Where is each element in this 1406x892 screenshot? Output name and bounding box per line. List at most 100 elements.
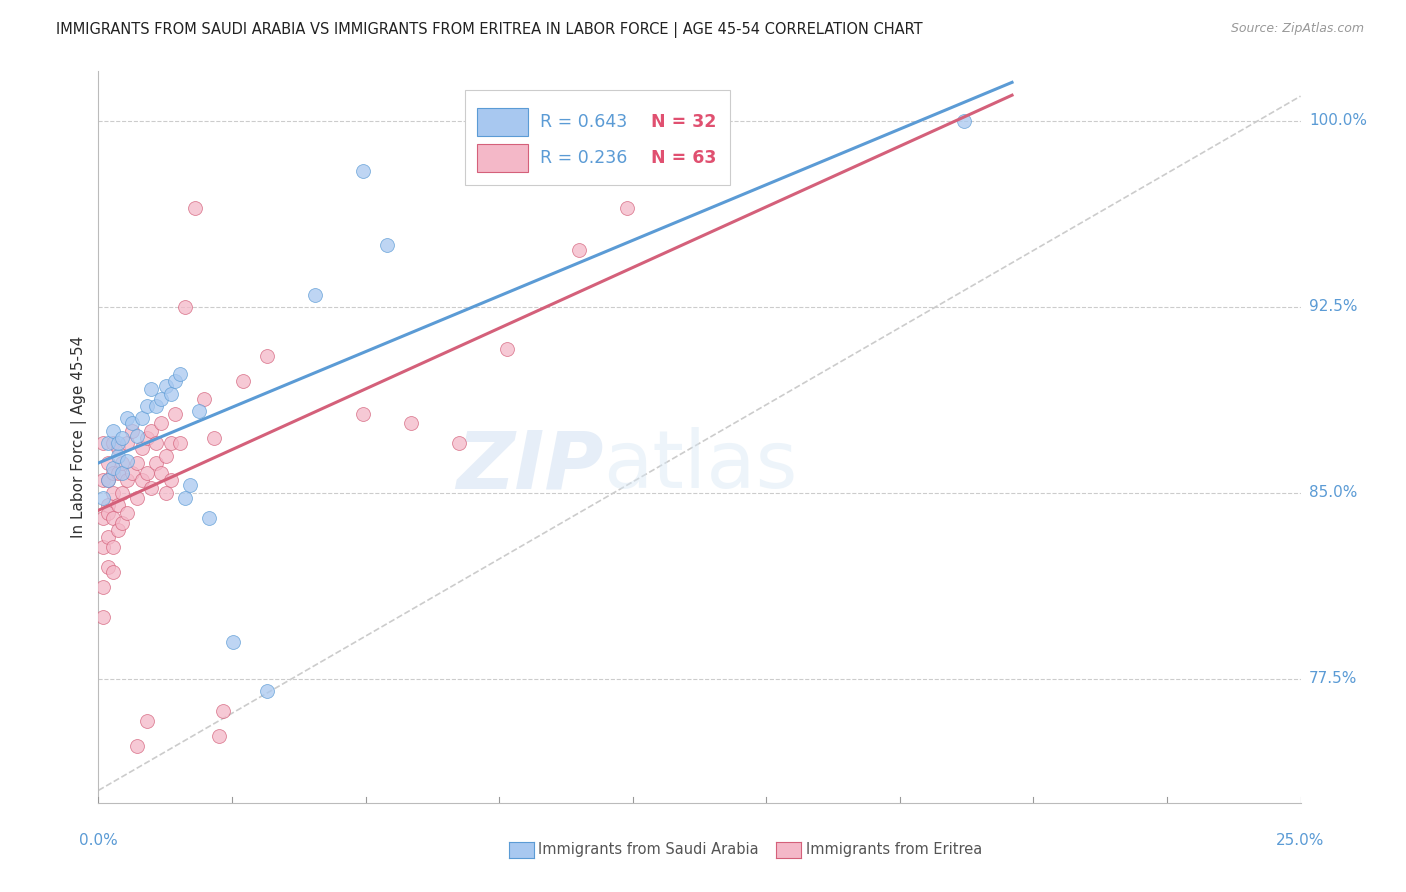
Text: 77.5%: 77.5% xyxy=(1309,672,1357,686)
Point xyxy=(135,466,157,480)
Point xyxy=(97,456,120,470)
Point xyxy=(496,342,519,356)
Point xyxy=(107,523,129,537)
Text: N = 32: N = 32 xyxy=(651,112,717,131)
Text: 85.0%: 85.0% xyxy=(1309,485,1357,500)
Bar xyxy=(477,144,527,171)
Point xyxy=(101,436,124,450)
Point xyxy=(174,491,197,505)
Y-axis label: In Labor Force | Age 45-54: In Labor Force | Age 45-54 xyxy=(72,336,87,538)
Point xyxy=(111,486,134,500)
Point xyxy=(107,498,129,512)
Point xyxy=(107,442,129,456)
Point xyxy=(117,474,139,488)
Point xyxy=(188,404,211,418)
Point xyxy=(155,379,177,393)
Point xyxy=(101,541,124,555)
Point xyxy=(111,516,134,530)
Point xyxy=(125,429,148,443)
Text: Immigrants from Eritrea: Immigrants from Eritrea xyxy=(806,842,981,856)
Point xyxy=(117,506,139,520)
Point xyxy=(159,474,181,488)
Point xyxy=(97,474,120,488)
Point xyxy=(616,201,638,215)
Point xyxy=(117,411,139,425)
Point xyxy=(107,449,129,463)
Point xyxy=(121,417,143,431)
Point xyxy=(97,506,120,520)
Point xyxy=(117,453,139,467)
Point xyxy=(121,424,143,438)
Point xyxy=(193,392,215,406)
Point xyxy=(125,491,148,505)
Point xyxy=(91,491,114,505)
Point xyxy=(111,431,134,445)
Point xyxy=(183,201,205,215)
Point xyxy=(149,466,172,480)
Point xyxy=(145,436,167,450)
Text: R = 0.643: R = 0.643 xyxy=(540,112,627,131)
Point xyxy=(953,114,976,128)
Point xyxy=(97,531,120,545)
Point xyxy=(91,580,114,594)
Point xyxy=(232,374,254,388)
Point xyxy=(159,386,181,401)
Point xyxy=(135,714,157,728)
Point xyxy=(107,466,129,480)
Point xyxy=(97,436,120,450)
Point xyxy=(107,436,129,450)
Point xyxy=(212,704,235,718)
Point xyxy=(101,461,124,475)
Point xyxy=(208,729,231,743)
Text: N = 63: N = 63 xyxy=(651,149,717,167)
Point xyxy=(198,510,221,524)
Point xyxy=(101,466,124,480)
Point xyxy=(131,474,153,488)
Point xyxy=(568,243,591,257)
Point xyxy=(101,510,124,524)
Point xyxy=(159,436,181,450)
Point xyxy=(91,541,114,555)
Point xyxy=(155,449,177,463)
Point xyxy=(121,466,143,480)
Text: atlas: atlas xyxy=(603,427,797,506)
Point xyxy=(399,417,422,431)
FancyBboxPatch shape xyxy=(465,90,730,185)
Point xyxy=(91,474,114,488)
Point xyxy=(169,436,191,450)
Text: 0.0%: 0.0% xyxy=(79,833,118,848)
Point xyxy=(304,287,326,301)
Text: ZIP: ZIP xyxy=(456,427,603,506)
Point xyxy=(135,399,157,413)
Text: 92.5%: 92.5% xyxy=(1309,300,1357,314)
Point xyxy=(125,456,148,470)
Point xyxy=(179,478,201,492)
Text: R = 0.236: R = 0.236 xyxy=(540,149,627,167)
Point xyxy=(131,442,153,456)
Point xyxy=(101,486,124,500)
Point xyxy=(141,481,163,495)
Point xyxy=(447,436,470,450)
Text: 25.0%: 25.0% xyxy=(1277,833,1324,848)
Point xyxy=(375,238,398,252)
Point xyxy=(117,436,139,450)
Point xyxy=(169,367,191,381)
Point xyxy=(91,436,114,450)
Point xyxy=(165,374,187,388)
Point xyxy=(256,350,278,364)
Point xyxy=(97,474,120,488)
Point xyxy=(174,300,197,314)
Point xyxy=(256,684,278,698)
Point xyxy=(141,424,163,438)
Point xyxy=(111,456,134,470)
Text: 100.0%: 100.0% xyxy=(1309,113,1367,128)
Point xyxy=(352,163,374,178)
Point xyxy=(101,565,124,579)
Point xyxy=(125,739,148,753)
Text: Immigrants from Saudi Arabia: Immigrants from Saudi Arabia xyxy=(538,842,759,856)
Point xyxy=(149,392,172,406)
Point xyxy=(135,431,157,445)
Point xyxy=(222,634,245,648)
Point xyxy=(145,456,167,470)
Point xyxy=(111,466,134,480)
